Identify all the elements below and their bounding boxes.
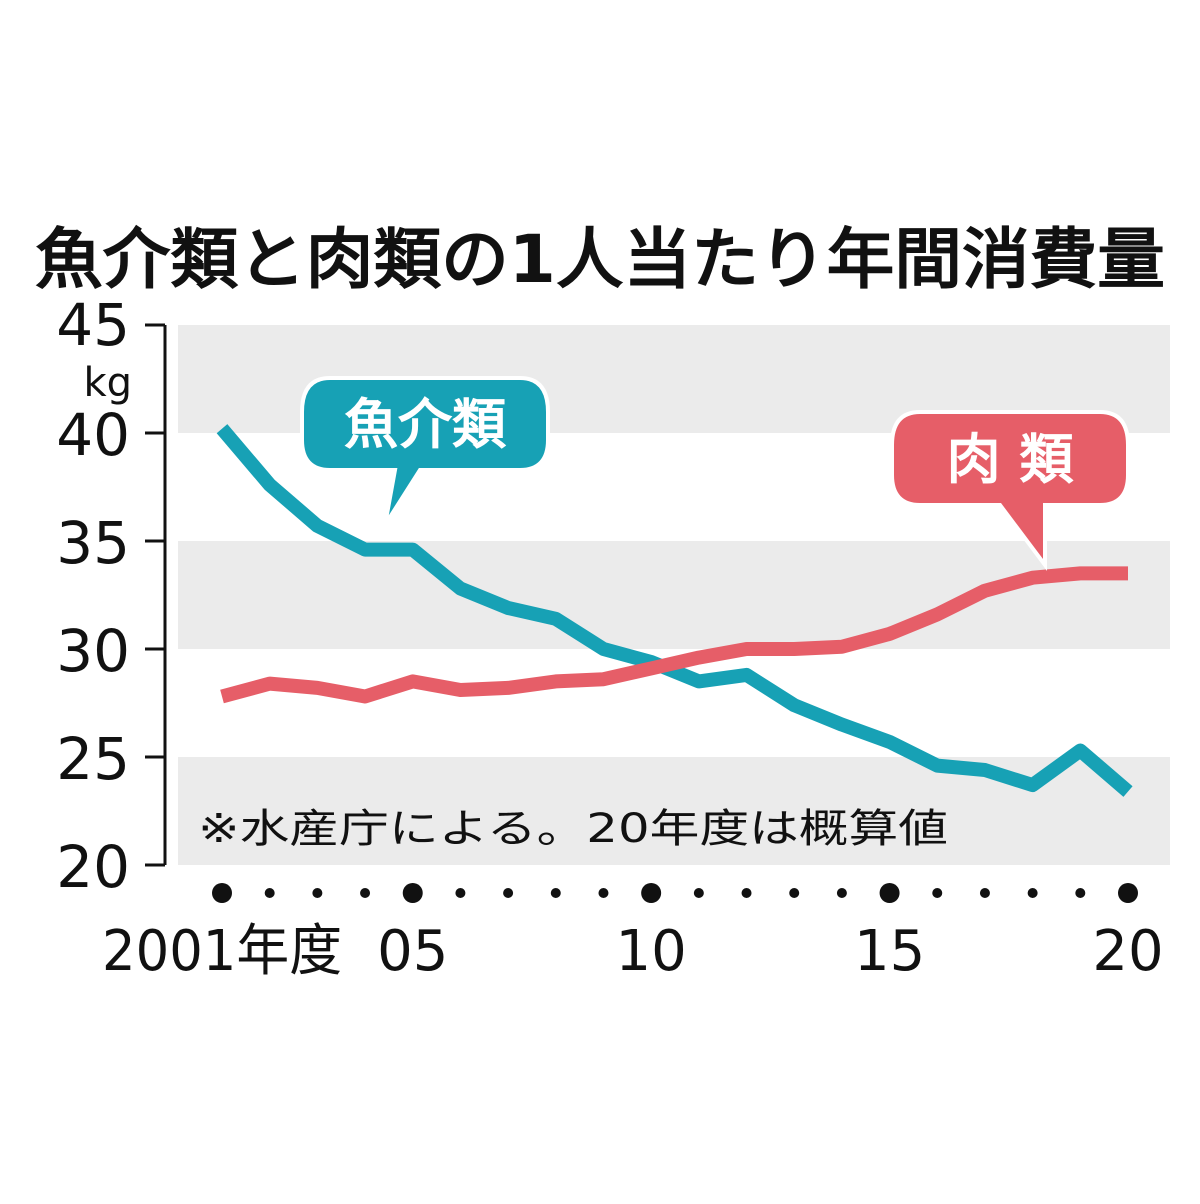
x-minor-tick-dot [836,888,847,898]
legend-callout-fish: 魚介類 [300,376,550,527]
y-tick-label: 30 [56,617,130,685]
x-major-tick-dot [641,883,662,903]
x-major-tick-dot [212,883,232,903]
grid-band [178,541,1170,649]
y-tick-label: 20 [56,833,130,901]
x-minor-tick-dot [503,888,514,898]
x-minor-tick-dot [550,888,561,898]
x-minor-tick-dot [598,888,609,898]
y-axis: 20 25 30 35 40 45 [56,291,165,901]
callout-label-fish: 魚介類 [344,393,507,456]
source-note: ※水産庁による。20年度は概算値 [198,806,948,852]
y-tick-label: 40 [56,401,130,469]
series-lines [216,424,1133,797]
x-axis: 2001年度 05 10 15 20 [102,883,1164,984]
x-minor-tick-dot [455,888,466,898]
legend-callout-meat: 肉 類 [890,410,1130,571]
x-major-tick-dot [1118,883,1138,903]
x-minor-tick-dot [264,888,275,898]
x-tick-label: 20 [1092,919,1163,984]
callout-label-meat: 肉 類 [947,428,1075,491]
x-tick-label: 05 [377,919,448,984]
x-minor-tick-dot [693,888,704,898]
x-tick-label: 2001年度 [102,919,342,984]
series-line-meat [220,566,1128,704]
x-minor-tick-dot [360,888,371,898]
callout-bubble-fish [300,376,550,527]
x-minor-tick-dot [741,888,752,898]
x-major-tick-dot [402,883,423,903]
x-minor-tick-dot [979,888,990,898]
x-minor-tick-dot [1075,888,1086,898]
callout-bubble-meat [890,410,1130,571]
x-tick-label: 15 [854,919,925,984]
x-minor-tick-dot [312,888,323,898]
y-tick-label: 35 [56,509,130,577]
series-line-fish [216,424,1133,797]
y-axis-unit: kg [83,360,132,406]
y-tick-label: 45 [56,291,130,359]
chart-title: 魚介類と肉類の1人当たり年間消費量 [35,221,1165,298]
x-minor-tick-dot [789,888,800,898]
x-minor-tick-dot [932,888,943,898]
x-tick-label: 10 [616,919,687,984]
y-tick-label: 25 [56,725,130,793]
x-minor-tick-dot [1027,888,1038,898]
x-major-tick-dot [879,883,900,903]
